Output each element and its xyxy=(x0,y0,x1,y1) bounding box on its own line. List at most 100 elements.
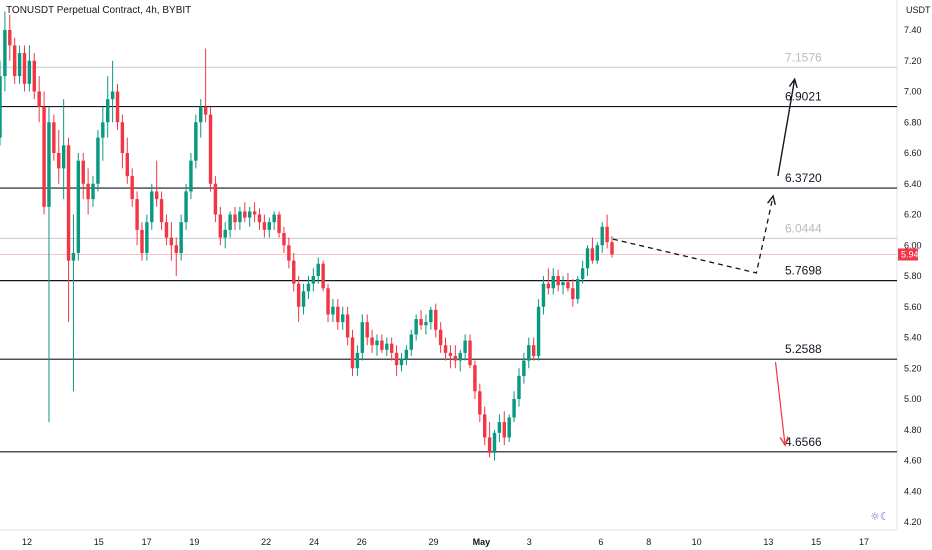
candle[interactable] xyxy=(326,283,330,323)
candle[interactable] xyxy=(252,202,257,223)
candle[interactable] xyxy=(159,191,164,230)
candle[interactable] xyxy=(199,99,203,138)
candle[interactable] xyxy=(561,276,565,295)
candle[interactable] xyxy=(184,183,188,230)
candle[interactable] xyxy=(409,329,413,356)
candle[interactable] xyxy=(223,222,227,249)
candle[interactable] xyxy=(463,334,467,361)
candle[interactable] xyxy=(556,269,560,292)
candle[interactable] xyxy=(174,237,178,276)
candle[interactable] xyxy=(86,168,90,215)
candle[interactable] xyxy=(247,206,252,227)
candle[interactable] xyxy=(32,53,36,100)
candle[interactable] xyxy=(306,276,311,300)
candle[interactable] xyxy=(453,345,458,369)
candle[interactable] xyxy=(585,245,590,276)
candle[interactable] xyxy=(154,160,159,207)
candle[interactable] xyxy=(218,206,223,246)
candle[interactable] xyxy=(492,429,497,461)
candle[interactable] xyxy=(502,411,507,446)
candle[interactable] xyxy=(536,299,541,361)
candle[interactable] xyxy=(580,260,585,284)
candle[interactable] xyxy=(512,391,516,423)
candle[interactable] xyxy=(482,406,487,446)
candle[interactable] xyxy=(316,257,320,284)
candle[interactable] xyxy=(287,237,291,269)
candle[interactable] xyxy=(527,337,531,369)
candle[interactable] xyxy=(3,11,7,92)
candle[interactable] xyxy=(487,422,492,458)
candle[interactable] xyxy=(468,334,472,369)
candle[interactable] xyxy=(52,114,56,161)
candle[interactable] xyxy=(541,276,546,315)
candle[interactable] xyxy=(91,176,95,207)
down-arrow[interactable] xyxy=(774,362,786,446)
candle[interactable] xyxy=(522,352,526,384)
candle[interactable] xyxy=(419,309,423,330)
candle[interactable] xyxy=(610,236,614,258)
candle[interactable] xyxy=(140,222,144,261)
candle[interactable] xyxy=(272,211,276,230)
theme-toggle-icon[interactable]: ☼☾ xyxy=(870,510,890,523)
candle[interactable] xyxy=(414,314,418,341)
candle[interactable] xyxy=(257,208,262,230)
candle[interactable] xyxy=(130,168,134,207)
candle[interactable] xyxy=(448,345,453,369)
candle[interactable] xyxy=(576,276,580,304)
candle[interactable] xyxy=(277,211,281,238)
candle[interactable] xyxy=(42,91,46,215)
candle[interactable] xyxy=(394,345,399,376)
candle[interactable] xyxy=(380,334,384,353)
candle[interactable] xyxy=(458,349,462,372)
candle[interactable] xyxy=(296,276,301,323)
candle[interactable] xyxy=(267,217,271,238)
candle[interactable] xyxy=(331,299,335,323)
candle[interactable] xyxy=(438,322,443,353)
candle[interactable] xyxy=(336,299,340,330)
candle[interactable] xyxy=(145,214,149,261)
candle[interactable] xyxy=(27,45,32,92)
candle[interactable] xyxy=(517,368,521,407)
candle[interactable] xyxy=(546,268,551,295)
candle[interactable] xyxy=(434,303,438,338)
candle[interactable] xyxy=(478,383,482,423)
candle[interactable] xyxy=(360,314,365,361)
candle[interactable] xyxy=(590,237,595,264)
candle[interactable] xyxy=(311,268,316,292)
candle[interactable] xyxy=(203,48,208,123)
candle[interactable] xyxy=(365,314,369,346)
candle[interactable] xyxy=(301,283,306,315)
candle[interactable] xyxy=(321,260,325,292)
candle[interactable] xyxy=(208,106,213,192)
candle[interactable] xyxy=(370,329,374,353)
candle[interactable] xyxy=(150,183,154,230)
candle[interactable] xyxy=(443,337,448,361)
candle[interactable] xyxy=(125,137,130,184)
candle[interactable] xyxy=(404,345,409,366)
candle[interactable] xyxy=(350,329,355,376)
candle[interactable] xyxy=(110,60,115,123)
candle[interactable] xyxy=(375,334,379,356)
candle[interactable] xyxy=(389,337,394,361)
candle[interactable] xyxy=(228,211,232,238)
candle[interactable] xyxy=(194,114,198,169)
candle[interactable] xyxy=(213,176,218,223)
candle[interactable] xyxy=(262,214,267,238)
candle[interactable] xyxy=(531,337,536,361)
candle[interactable] xyxy=(164,214,169,246)
candle[interactable] xyxy=(96,129,100,192)
candle[interactable] xyxy=(507,414,511,443)
candle[interactable] xyxy=(566,272,570,292)
candle[interactable] xyxy=(8,14,12,61)
candle[interactable] xyxy=(76,153,81,261)
candle[interactable] xyxy=(66,137,71,323)
candle[interactable] xyxy=(17,45,22,84)
candle[interactable] xyxy=(243,202,247,223)
candle[interactable] xyxy=(37,76,41,123)
candle[interactable] xyxy=(424,314,428,335)
candle[interactable] xyxy=(115,83,120,130)
candle[interactable] xyxy=(0,60,2,146)
candle[interactable] xyxy=(61,99,66,200)
candle[interactable] xyxy=(135,191,139,246)
